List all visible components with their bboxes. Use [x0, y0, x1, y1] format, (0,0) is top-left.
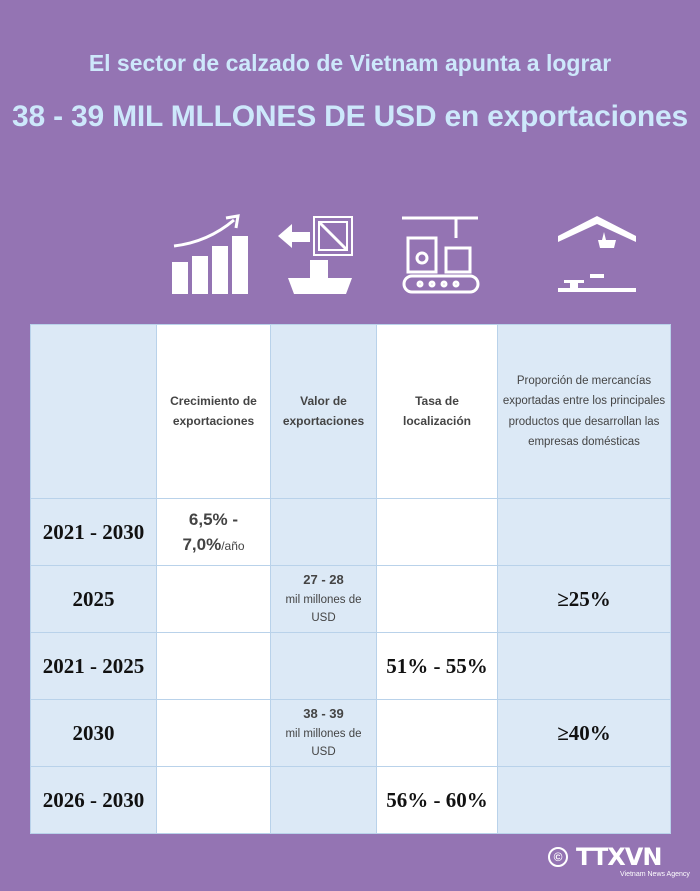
proportion-cell — [497, 766, 671, 834]
value-unit: mil millones de USD — [285, 594, 362, 625]
title-line-2: 38 - 39 MIL MLLONES DE USD en exportacio… — [11, 100, 688, 133]
growth-cell: 6,5% - 7,0%/año — [156, 498, 271, 566]
localization-cell — [376, 565, 498, 633]
value-cell: 27 - 28 mil millones de USD — [270, 565, 377, 633]
title-line-1: El sector de calzado de Vietnam apunta a… — [88, 50, 612, 76]
header-growth: Crecimiento de exportaciones — [156, 324, 271, 499]
localization-cell: 51% - 55% — [376, 632, 498, 700]
proportion-cell — [497, 632, 671, 700]
header-value: Valor de exportaciones — [270, 324, 377, 499]
table-row: 2026 - 2030 56% - 60% — [30, 766, 671, 834]
table-row: 2021 - 2025 51% - 55% — [30, 632, 671, 700]
period-cell: 2025 — [30, 565, 157, 633]
value-number: 27 - 28 — [303, 572, 344, 588]
domestic-business-icon — [558, 216, 636, 292]
targets-table: Crecimiento de exportaciones Valor de ex… — [30, 324, 671, 834]
localization-cell: 56% - 60% — [376, 766, 498, 834]
header-empty — [30, 324, 157, 499]
value-cell — [270, 498, 377, 566]
copyright-icon: © — [548, 847, 568, 867]
growth-unit: /año — [221, 539, 245, 553]
growth-cell — [156, 565, 271, 633]
proportion-cell: ≥40% — [497, 699, 671, 767]
table-row: 2030 38 - 39 mil millones de USD ≥40% — [30, 699, 671, 767]
localization-cell — [376, 498, 498, 566]
logo-name: TTXVN — [576, 843, 662, 871]
table-header-row: Crecimiento de exportaciones Valor de ex… — [30, 324, 671, 499]
proportion-cell: ≥25% — [497, 565, 671, 633]
production-line-icon — [402, 216, 480, 294]
period-cell: 2026 - 2030 — [30, 766, 157, 834]
growth-chart-icon — [172, 214, 248, 294]
value-number: 38 - 39 — [303, 706, 344, 722]
logo-tagline: Vietnam News Agency — [620, 871, 690, 878]
export-ship-icon — [278, 216, 353, 294]
growth-cell — [156, 632, 271, 700]
value-cell — [270, 632, 377, 700]
period-cell: 2021 - 2025 — [30, 632, 157, 700]
table-row: 2021 - 2030 6,5% - 7,0%/año — [30, 498, 671, 566]
ttxvn-logo: © TTXVN Vietnam News Agency — [548, 843, 690, 878]
proportion-cell — [497, 498, 671, 566]
header-localization: Tasa de localización — [376, 324, 498, 499]
table-row: 2025 27 - 28 mil millones de USD ≥25% — [30, 565, 671, 633]
value-unit: mil millones de USD — [285, 728, 362, 759]
period-cell: 2021 - 2030 — [30, 498, 157, 566]
growth-cell — [156, 699, 271, 767]
growth-cell — [156, 766, 271, 834]
value-cell — [270, 766, 377, 834]
growth-value: 6,5% - 7,0% — [182, 509, 239, 555]
localization-cell — [376, 699, 498, 767]
period-cell: 2030 — [30, 699, 157, 767]
value-cell: 38 - 39 mil millones de USD — [270, 699, 377, 767]
header-proportion: Proporción de mercancías exportadas entr… — [497, 324, 671, 499]
